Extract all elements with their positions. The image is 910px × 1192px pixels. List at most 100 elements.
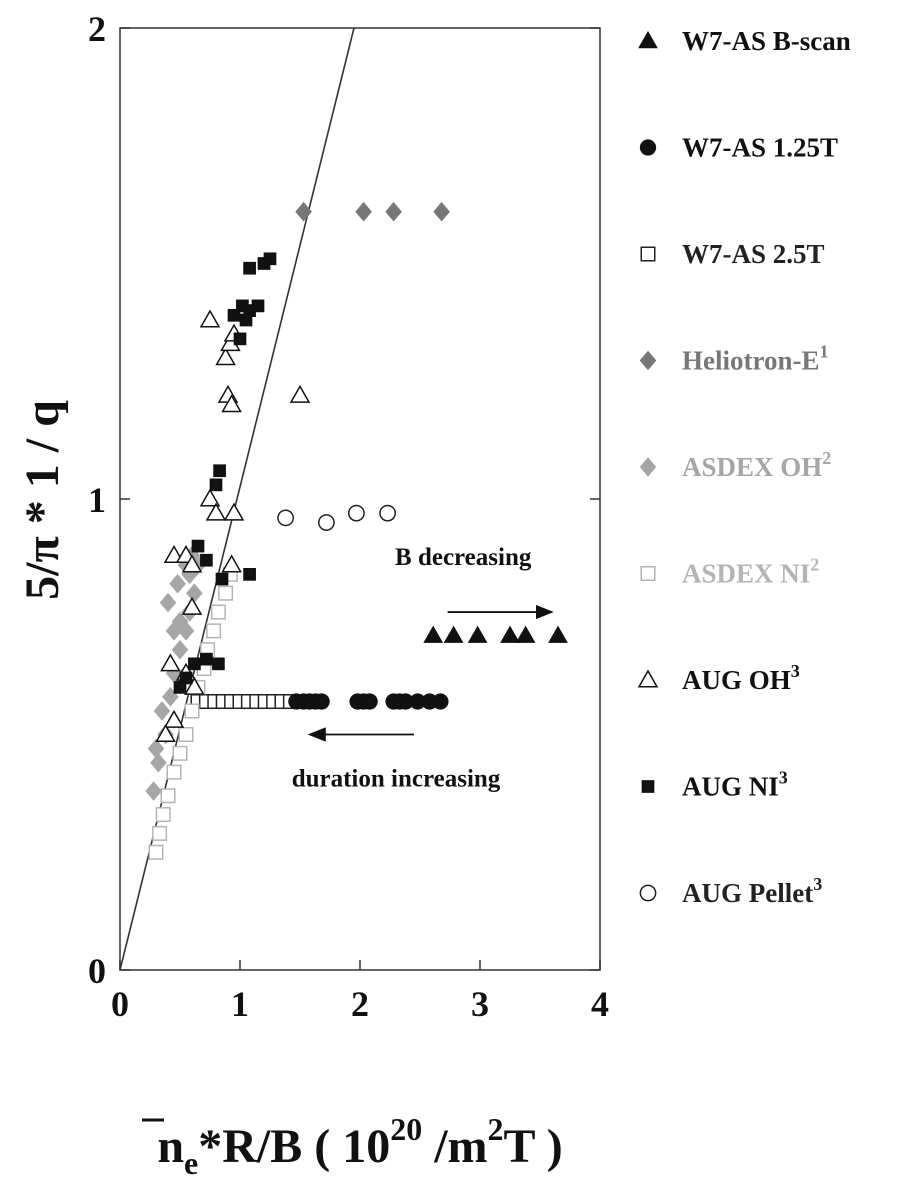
x-axis-title-sup2: 2 xyxy=(488,1111,504,1147)
point-aug-pellet xyxy=(318,514,335,531)
legend-label-w7-as-1-25t: W7-AS 1.25T xyxy=(682,133,838,163)
point-aug-ni xyxy=(209,478,223,492)
legend-marker-aug-pellet xyxy=(639,884,657,902)
point-asdex-oh xyxy=(147,738,165,759)
point-aug-ni xyxy=(239,313,253,327)
plot-frame xyxy=(119,27,601,971)
point-w7-as-b-scan xyxy=(467,625,488,643)
point-heliotron-e xyxy=(355,201,372,222)
legend-marker-w7-as-1-25t xyxy=(639,139,657,156)
point-aug-oh xyxy=(184,676,205,695)
point-w7-as-1-25t xyxy=(361,693,378,710)
point-w7-as-b-scan xyxy=(515,625,536,643)
point-asdex-oh xyxy=(150,752,167,773)
point-aug-oh xyxy=(160,653,181,672)
point-asdex-ni xyxy=(172,745,188,761)
y-tick-label: 2 xyxy=(88,9,106,49)
point-aug-oh xyxy=(205,502,227,521)
legend-label-asdex-oh: ASDEX OH2 xyxy=(682,448,831,482)
legend-marker-aug-oh xyxy=(637,669,659,688)
point-asdex-ni xyxy=(166,764,182,780)
legend: W7-AS B-scan W7-AS 1.25T W7-AS 2.5T Heliotr… xyxy=(637,26,851,908)
point-aug-ni xyxy=(233,332,247,346)
point-aug-ni xyxy=(243,568,256,581)
point-aug-oh xyxy=(181,554,203,573)
point-aug-ni xyxy=(243,261,256,275)
point-aug-ni xyxy=(215,572,229,586)
x-axis-title-sup1: 20 xyxy=(390,1111,422,1147)
point-aug-oh xyxy=(181,596,203,615)
point-asdex-oh xyxy=(186,583,203,603)
point-asdex-ni xyxy=(152,825,168,841)
point-aug-pellet xyxy=(379,504,397,522)
x-tick-label: 4 xyxy=(591,984,609,1024)
point-aug-oh xyxy=(163,709,185,728)
x-axis-title-end: T ) xyxy=(504,1120,563,1173)
point-aug-oh xyxy=(221,394,242,413)
point-asdex-ni xyxy=(160,788,176,804)
x-tick-label: 2 xyxy=(351,984,369,1024)
legend-label-w7-as-b-scan: W7-AS B-scan xyxy=(682,26,851,56)
point-asdex-oh xyxy=(171,639,189,660)
axis-ticks xyxy=(119,27,601,971)
point-asdex-oh xyxy=(145,781,162,801)
point-aug-ni xyxy=(213,464,226,478)
point-asdex-ni xyxy=(218,585,234,601)
point-w7-as-1-25t xyxy=(432,693,449,710)
legend-label-aug-pellet: AUG Pellet3 xyxy=(682,874,822,908)
point-aug-ni xyxy=(251,299,265,313)
x-tick-label: 3 xyxy=(471,984,489,1024)
x-axis-title-mid: *R/B ( 10 xyxy=(198,1120,390,1173)
point-aug-oh xyxy=(155,723,176,742)
legend-label-asdex-ni: ASDEX NI2 xyxy=(682,555,819,589)
point-aug-ni xyxy=(200,553,213,567)
legend-marker-asdex-ni xyxy=(640,566,656,581)
y-axis-title: 5/π * 1 / q xyxy=(16,400,69,600)
y-tick-label: 0 xyxy=(88,951,106,991)
tick-labels: 0 1 2 3 4 0 1 2 xyxy=(88,9,609,1024)
legend-label-aug-ni: AUG NI3 xyxy=(682,768,788,802)
point-asdex-oh xyxy=(165,621,183,641)
point-aug-ni xyxy=(263,252,277,266)
point-aug-oh xyxy=(221,554,242,573)
x-axis-title-sub: e xyxy=(184,1145,198,1181)
point-asdex-oh xyxy=(162,687,179,707)
point-w7-as-b-scan xyxy=(500,625,520,643)
legend-label-heliotron-e: Heliotron-E1 xyxy=(682,342,829,376)
point-asdex-oh xyxy=(169,574,186,594)
legend-marker-asdex-oh xyxy=(639,457,657,477)
point-asdex-ni xyxy=(206,623,222,639)
data-points xyxy=(145,201,568,860)
point-aug-ni xyxy=(212,657,225,671)
point-aug-oh xyxy=(215,347,236,366)
x-tick-label: 0 xyxy=(111,984,129,1024)
point-w7-as-b-scan xyxy=(423,625,444,643)
point-asdex-ni xyxy=(155,807,171,823)
point-asdex-ni xyxy=(184,703,200,719)
x-axis-title-base: n xyxy=(157,1120,184,1173)
legend-label-aug-oh: AUG OH3 xyxy=(682,661,800,695)
point-aug-pellet xyxy=(277,509,295,527)
legend-marker-aug-ni xyxy=(641,780,655,793)
point-aug-ni xyxy=(200,652,213,666)
annotation-text: B decreasing xyxy=(395,544,532,571)
point-aug-pellet xyxy=(348,504,365,522)
point-w7-as-b-scan xyxy=(443,625,464,643)
point-aug-ni xyxy=(188,657,201,671)
point-asdex-oh xyxy=(159,592,177,613)
point-heliotron-e xyxy=(295,201,312,222)
y-tick-label: 1 xyxy=(88,480,106,520)
point-heliotron-e xyxy=(433,201,450,222)
legend-marker-w7-as-2-5t xyxy=(640,246,656,262)
point-aug-oh xyxy=(199,488,221,507)
annotations: B decreasing duration increasing xyxy=(292,544,554,792)
point-aug-oh xyxy=(199,309,221,328)
legend-label-w7-as-2-5t: W7-AS 2.5T xyxy=(682,239,825,269)
point-aug-oh xyxy=(289,384,311,403)
point-aug-ni xyxy=(191,539,205,553)
x-tick-label: 1 xyxy=(231,984,249,1024)
point-w7-as-1-25t xyxy=(313,693,330,710)
point-aug-ni xyxy=(173,681,187,694)
point-w7-as-b-scan xyxy=(548,625,568,643)
